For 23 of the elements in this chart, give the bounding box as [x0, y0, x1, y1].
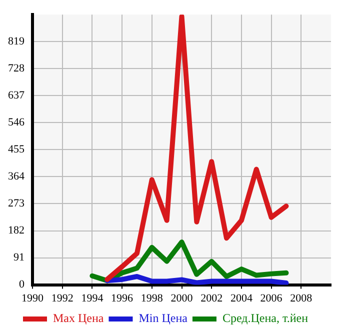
- x-tick-label: 2008: [290, 292, 313, 304]
- legend-label: Min Цена: [138, 311, 188, 326]
- legend-label: Max Цена: [52, 311, 104, 326]
- y-tick-label: 637: [8, 90, 25, 102]
- y-tick-label: 728: [8, 62, 25, 75]
- y-tick-label: 182: [8, 224, 24, 237]
- y-tick-label: 91: [14, 252, 24, 264]
- legend-label: Сред.Цена, т.йен: [222, 311, 309, 326]
- x-tick-label: 1998: [140, 292, 164, 304]
- y-tick-label: 546: [8, 116, 25, 129]
- y-tick-label: 455: [8, 144, 25, 156]
- x-tick-label: 1992: [51, 292, 74, 304]
- x-tick-label: 1996: [111, 292, 134, 304]
- x-tick-label: 1990: [22, 292, 44, 304]
- x-tick-label: 2006: [260, 292, 283, 304]
- y-tick-label: 819: [8, 36, 25, 48]
- x-tick-label: 1994: [81, 292, 104, 304]
- y-tick-label: 273: [8, 198, 25, 210]
- x-tick-label: 2004: [230, 292, 253, 304]
- x-tick-label: 2002: [200, 292, 223, 304]
- y-tick-label: 364: [8, 170, 25, 183]
- x-tick-label: 2000: [170, 292, 194, 304]
- y-tick-label: 0: [19, 278, 25, 291]
